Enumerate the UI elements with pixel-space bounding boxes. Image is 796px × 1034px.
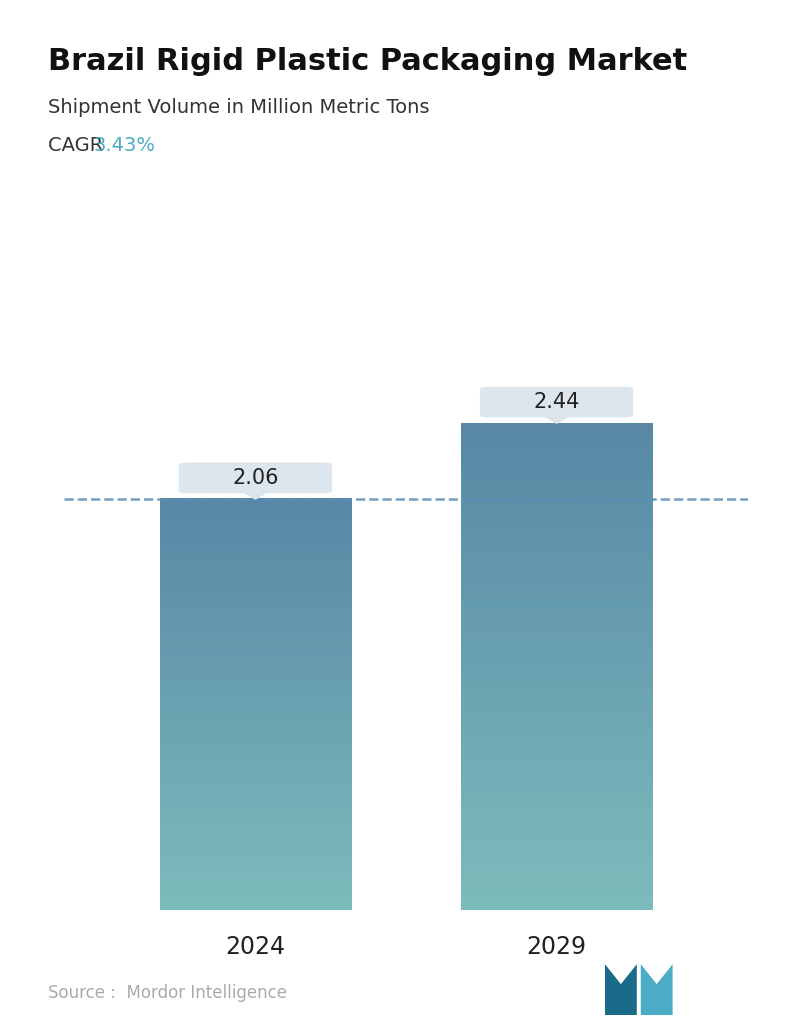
Text: Brazil Rigid Plastic Packaging Market: Brazil Rigid Plastic Packaging Market bbox=[48, 47, 687, 75]
Polygon shape bbox=[240, 491, 271, 499]
FancyBboxPatch shape bbox=[178, 462, 332, 493]
Text: 2.44: 2.44 bbox=[533, 392, 579, 413]
Polygon shape bbox=[541, 415, 572, 424]
Text: 3.43%: 3.43% bbox=[93, 136, 155, 155]
Text: Shipment Volume in Million Metric Tons: Shipment Volume in Million Metric Tons bbox=[48, 98, 429, 117]
FancyBboxPatch shape bbox=[480, 387, 634, 418]
Text: Source :  Mordor Intelligence: Source : Mordor Intelligence bbox=[48, 984, 287, 1002]
Polygon shape bbox=[605, 964, 637, 1015]
Text: 2.06: 2.06 bbox=[232, 468, 279, 488]
Text: CAGR: CAGR bbox=[48, 136, 109, 155]
Polygon shape bbox=[641, 964, 673, 1015]
